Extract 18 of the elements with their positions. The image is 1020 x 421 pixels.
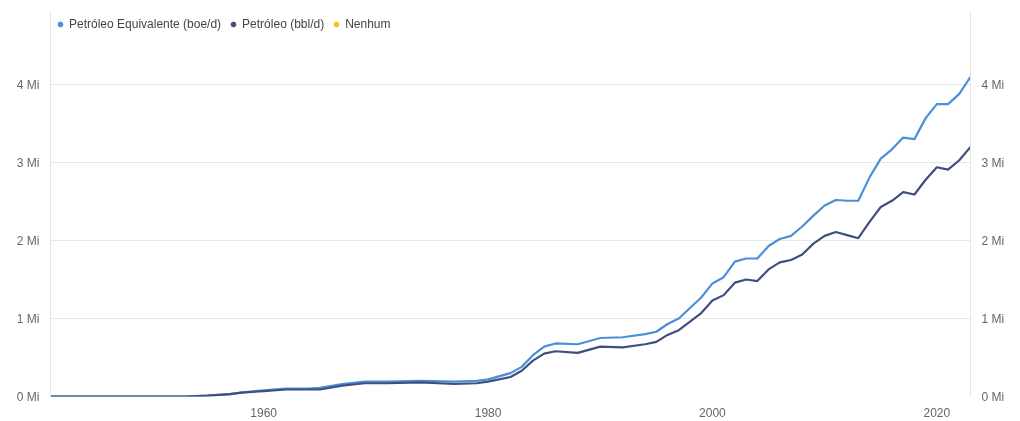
legend-label: Petróleo Equivalente (boe/d) [69, 17, 222, 31]
y-tick-label: 1 Mi [16, 311, 40, 326]
line-series [50, 145, 971, 397]
x-tick-label: 2000 [699, 405, 727, 420]
x-tick-label: 1960 [250, 405, 278, 420]
y-tick-label: 2 Mi [16, 233, 40, 248]
legend-label: Petróleo (bbl/d) [242, 17, 325, 31]
y-tick-label: 0 Mi [16, 389, 40, 404]
y2-tick-label: 3 Mi [981, 155, 1005, 170]
y2-tick-label: 4 Mi [981, 77, 1005, 92]
x-tick-label: 1980 [474, 405, 502, 420]
y2-tick-label: 0 Mi [981, 389, 1005, 404]
x-tick-label: 2020 [923, 405, 951, 420]
y2-tick-label: 1 Mi [981, 311, 1005, 326]
legend-label: Nenhum [345, 17, 391, 31]
y2-tick-label: 2 Mi [981, 233, 1005, 248]
y-tick-label: 3 Mi [16, 155, 40, 170]
y-tick-label: 4 Mi [16, 77, 40, 92]
